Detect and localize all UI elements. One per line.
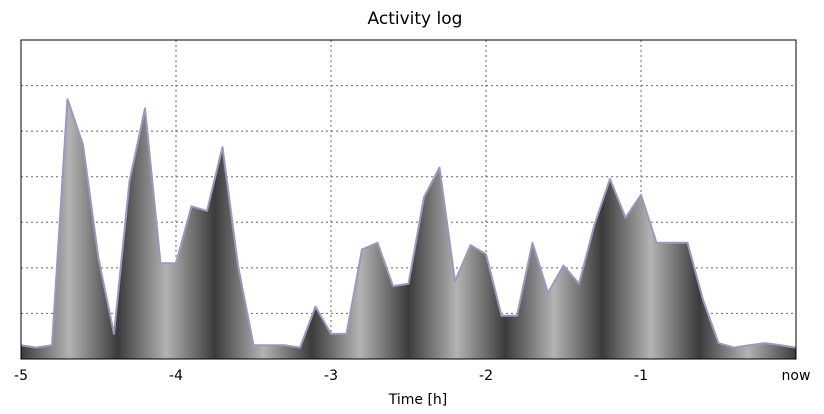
x-axis-label: Time [h] [388,392,448,408]
x-tick-label: -1 [634,368,648,384]
series-line [20,98,797,349]
x-tick-label: -4 [169,368,183,384]
plot-frame [20,39,797,360]
x-tick-label: -5 [14,368,28,384]
area-series [20,98,797,359]
chart-title: Activity log [368,9,463,29]
x-tick-label: -2 [479,368,493,384]
x-tick-label: now [782,368,811,384]
area-fill [21,99,796,359]
x-tick-label: -3 [324,368,338,384]
x-tick-labels: -5 -4 -3 -2 -1 now [14,368,810,384]
